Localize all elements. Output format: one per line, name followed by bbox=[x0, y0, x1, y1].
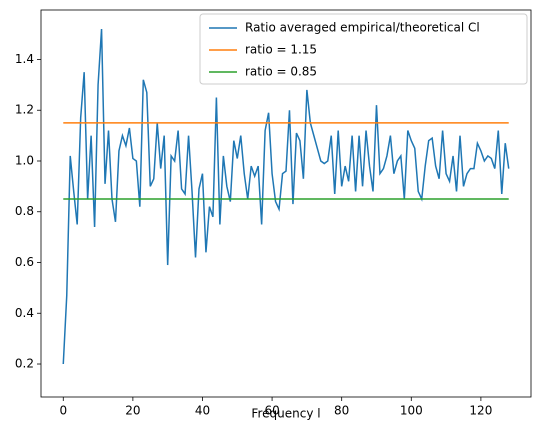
x-tick-label: 120 bbox=[469, 404, 492, 418]
x-tick-label: 0 bbox=[59, 404, 67, 418]
y-tick-label: 0.6 bbox=[15, 255, 34, 269]
axes-frame bbox=[40, 9, 532, 398]
y-tick-label: 1.0 bbox=[15, 153, 34, 167]
x-tick-label: 60 bbox=[264, 404, 279, 418]
y-tick-label: 0.2 bbox=[15, 357, 34, 371]
y-tick-label: 1.2 bbox=[15, 103, 34, 117]
legend-box bbox=[199, 13, 528, 85]
data-line bbox=[62, 28, 510, 365]
y-tick-label: 0.8 bbox=[15, 204, 34, 218]
legend-label: Ratio averaged empirical/theoretical Cl bbox=[245, 21, 480, 35]
legend-label: ratio = 1.15 bbox=[245, 43, 317, 57]
x-tick-label: 40 bbox=[195, 404, 210, 418]
y-tick-label: 1.4 bbox=[15, 52, 34, 66]
y-tick-label: 0.4 bbox=[15, 306, 34, 320]
x-tick-label: 20 bbox=[125, 404, 140, 418]
x-axis-label: Frequency l bbox=[251, 407, 320, 421]
x-tick-label: 80 bbox=[334, 404, 349, 418]
legend-label: ratio = 0.85 bbox=[245, 65, 317, 79]
x-tick-label: 100 bbox=[400, 404, 423, 418]
